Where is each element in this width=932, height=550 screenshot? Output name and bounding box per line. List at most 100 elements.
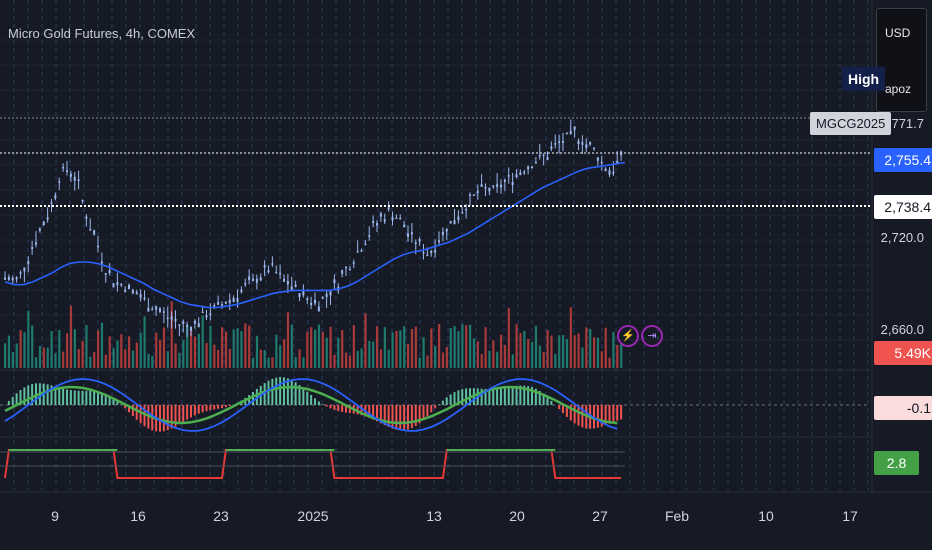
oscillator-bar — [69, 390, 72, 405]
oscillator-bar — [46, 384, 49, 405]
candle-body — [317, 306, 320, 311]
user-label[interactable]: apoz — [885, 82, 912, 96]
volume-bar — [85, 324, 88, 368]
candle-body — [298, 293, 301, 298]
volume-bar — [232, 329, 235, 368]
candle-body — [395, 217, 398, 220]
candle-body — [128, 284, 130, 290]
oscillator-bar — [139, 405, 142, 424]
candle-body — [197, 323, 200, 328]
candle-body — [255, 278, 258, 283]
volume-bar — [162, 327, 166, 368]
oscillator-bar — [197, 405, 200, 414]
volume-bar — [23, 332, 26, 368]
volume-bar — [50, 330, 53, 368]
candle-body — [407, 233, 409, 237]
candle-body — [31, 247, 34, 250]
oscillator-bar — [62, 388, 65, 405]
volume-bar — [298, 349, 301, 368]
volume-bar — [345, 352, 348, 368]
volume-bar — [441, 352, 445, 368]
volume-bar — [248, 325, 251, 368]
candle-body — [54, 195, 57, 199]
volume-bar — [333, 355, 336, 368]
candle-body — [38, 228, 41, 231]
volume-bar — [267, 357, 270, 368]
oscillator-bar — [538, 391, 541, 405]
volume-bar — [252, 357, 255, 368]
volume-bar — [178, 352, 181, 368]
candle-body — [507, 175, 510, 177]
volume-bar — [453, 325, 456, 368]
volume-bar — [546, 330, 549, 368]
candle-body — [562, 141, 564, 143]
volume-bar — [263, 350, 266, 368]
x-tick-label: 17 — [842, 508, 858, 524]
volume-bar — [159, 339, 162, 368]
volume-bar — [596, 337, 600, 368]
currency-panel[interactable]: USD apoz — [876, 8, 927, 112]
candle-body — [263, 265, 266, 268]
volume-bar — [213, 344, 216, 368]
candle-body — [236, 297, 239, 302]
volume-bar — [197, 333, 200, 368]
candle-body — [503, 179, 506, 183]
oscillator-bar — [314, 398, 316, 405]
candle-body — [58, 181, 61, 183]
oscillator-bar — [604, 405, 607, 426]
candle-body — [418, 239, 421, 242]
currency-label[interactable]: USD — [885, 26, 911, 40]
candle-body — [500, 184, 502, 188]
oscillator-bar — [484, 388, 487, 405]
candle-body — [314, 299, 316, 304]
oscillator-bar — [608, 405, 611, 424]
oscillator-bar — [182, 405, 185, 423]
oscillator-bar — [143, 405, 146, 427]
lightning-icon[interactable]: ⚡ — [617, 325, 639, 347]
oscillator-bar — [267, 380, 270, 405]
oscillator-bar — [170, 405, 173, 429]
oscillator-bar — [174, 405, 177, 427]
candle-body — [554, 143, 557, 145]
trend-line — [4, 449, 622, 479]
oscillator-bar — [399, 405, 402, 431]
candle-body — [484, 186, 487, 189]
candle-body — [213, 305, 216, 307]
volume-bar — [93, 351, 96, 368]
candle-body — [453, 220, 456, 225]
candle-body — [604, 168, 607, 172]
volume-bar — [341, 329, 344, 368]
oscillator-bar — [66, 389, 68, 405]
volume-bar — [352, 325, 355, 368]
candle-body — [379, 213, 382, 217]
candle-body — [252, 278, 254, 282]
volume-bar — [120, 334, 123, 368]
oscillator-bar — [596, 405, 599, 428]
oscillator-bar — [438, 404, 440, 405]
candle-body — [116, 282, 119, 286]
candle-body — [170, 316, 173, 320]
oscillator-bar — [403, 405, 406, 431]
oscillator-bar — [255, 388, 258, 405]
candle-body — [558, 141, 561, 144]
oscillator-tag: -0.1 — [874, 396, 932, 420]
candle-body — [50, 202, 53, 204]
oscillator-bar — [492, 389, 495, 405]
candle-body — [124, 290, 127, 292]
volume-bar — [469, 324, 472, 368]
candle-body — [534, 161, 537, 164]
volume-bar — [376, 326, 379, 368]
volume-bar — [337, 337, 340, 368]
volume-tag: 5.49K — [874, 341, 932, 365]
oscillator-bar — [108, 395, 111, 405]
candle-body — [438, 240, 440, 243]
volume-bar — [236, 328, 239, 368]
volume-bar — [271, 357, 274, 368]
volume-bar — [515, 324, 518, 368]
oscillator-bar — [104, 394, 107, 405]
forward-icon[interactable]: ⇥ — [641, 325, 663, 347]
candle-body — [488, 187, 491, 192]
candle-body — [178, 324, 181, 327]
candle-body — [193, 320, 196, 324]
